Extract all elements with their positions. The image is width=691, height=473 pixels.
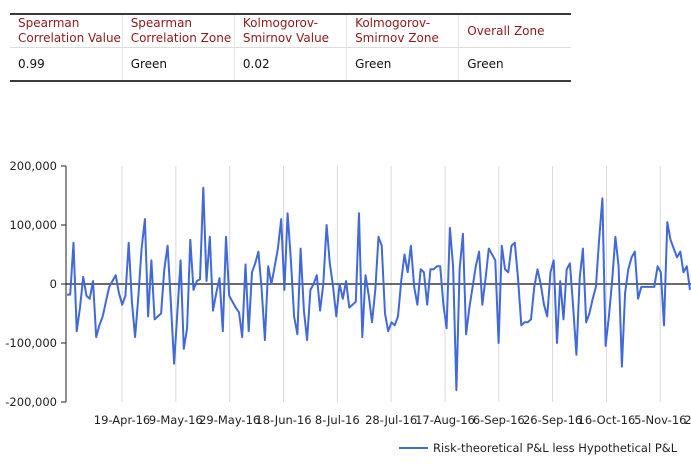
- header-spearman-zone[interactable]: Spearman Correlation Zone: [121, 13, 235, 48]
- y-tick-label: -200,000: [5, 395, 57, 409]
- x-tick-label: 17-Aug-16: [415, 413, 475, 427]
- y-tick-label: -100,000: [5, 336, 57, 350]
- pnl-line-chart: 200,000 100,000 0 -100,000 -200,000 19-Apr-16…: [5, 159, 691, 455]
- x-tick-label: 6-Sep-16: [473, 413, 525, 427]
- x-tick-label: 16-Oct-16: [578, 413, 636, 427]
- x-tick-label: 28-Jul-16: [365, 413, 417, 427]
- cell-spearman-zone: Green: [121, 47, 235, 82]
- backtest-statistics-table: Spearman Correlation Value Spearman Corr…: [10, 13, 571, 82]
- header-ks-zone[interactable]: Kolmogorov- Smirnov Zone: [346, 13, 459, 48]
- cell-spearman-value: 0.99: [10, 47, 123, 82]
- table-header-row: Spearman Correlation Value Spearman Corr…: [10, 13, 571, 48]
- x-tick-label: 26-Sep-16: [523, 413, 582, 427]
- header-overall-zone[interactable]: Overall Zone: [458, 13, 571, 48]
- cell-overall-zone: Green: [458, 47, 571, 82]
- x-tick-label: 8-Jul-16: [315, 413, 360, 427]
- y-tick-label: 0: [50, 277, 57, 291]
- y-tick-label: 100,000: [9, 218, 57, 232]
- y-tick-label: 200,000: [9, 159, 57, 173]
- series-line: [67, 186, 691, 392]
- cell-ks-zone: Green: [346, 47, 459, 82]
- x-tick-label: 5-Nov-16: [634, 413, 686, 427]
- x-tick-label: 9-May-16: [149, 413, 203, 427]
- x-tick-label: 18-Jun-16: [255, 413, 311, 427]
- header-label: Overall Zone: [467, 23, 545, 38]
- header-ks-value[interactable]: Kolmogorov- Smirnov Value: [233, 13, 347, 48]
- header-label: Spearman Correlation Value: [18, 16, 121, 45]
- header-label: Kolmogorov- Smirnov Zone: [355, 16, 439, 45]
- x-tick-label: 19-Apr-16: [94, 413, 150, 427]
- cell-ks-value: 0.02: [233, 47, 347, 82]
- header-spearman-value[interactable]: Spearman Correlation Value: [10, 13, 123, 48]
- header-label: Kolmogorov- Smirnov Value: [242, 16, 330, 45]
- table-row: 0.99 Green 0.02 Green Green: [10, 47, 571, 82]
- header-label: Spearman Correlation Zone: [130, 16, 232, 45]
- x-tick-label: 29-May-16: [199, 413, 260, 427]
- x-tick-label: 25-Nov-16: [684, 413, 691, 427]
- legend-label: Risk-theoretical P&L less Hypothetical P…: [433, 441, 678, 455]
